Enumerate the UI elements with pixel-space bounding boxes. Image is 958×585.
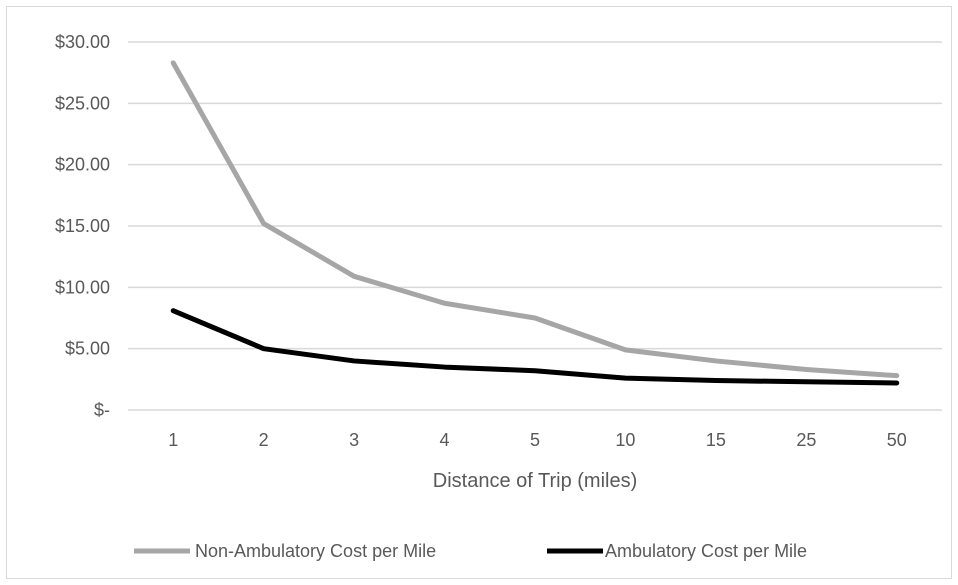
y-tick-label: $20.00 bbox=[55, 155, 110, 175]
y-tick-label: $25.00 bbox=[55, 93, 110, 113]
y-tick-label: $15.00 bbox=[55, 216, 110, 236]
y-tick-label: $30.00 bbox=[55, 32, 110, 52]
gridlines bbox=[128, 41, 942, 411]
y-tick-label: $- bbox=[94, 400, 110, 420]
x-tick-label: 3 bbox=[349, 430, 359, 450]
legend-label: Ambulatory Cost per Mile bbox=[605, 541, 807, 561]
x-axis-tick-labels: 1 2 3 4 5 10 15 25 50 bbox=[168, 430, 907, 450]
series-lines bbox=[170, 60, 900, 386]
series-line-non-ambulatory bbox=[170, 60, 900, 379]
x-tick-label: 15 bbox=[706, 430, 726, 450]
x-axis-title: Distance of Trip (miles) bbox=[433, 470, 638, 492]
x-tick-label: 5 bbox=[530, 430, 540, 450]
x-tick-label: 50 bbox=[887, 430, 907, 450]
series-line-ambulatory bbox=[170, 308, 900, 386]
legend: Non-Ambulatory Cost per Mile Ambulatory C… bbox=[134, 541, 807, 561]
y-tick-label: $5.00 bbox=[65, 339, 110, 359]
x-tick-label: 4 bbox=[440, 430, 450, 450]
chart-frame bbox=[6, 6, 952, 579]
x-tick-label: 25 bbox=[796, 430, 816, 450]
y-tick-label: $10.00 bbox=[55, 277, 110, 297]
y-axis-tick-labels: $- $5.00 $10.00 $15.00 $20.00 $25.00 $30.00 bbox=[55, 32, 110, 420]
legend-label: Non-Ambulatory Cost per Mile bbox=[195, 541, 436, 561]
x-tick-label: 1 bbox=[168, 430, 178, 450]
x-tick-label: 10 bbox=[615, 430, 635, 450]
x-tick-label: 2 bbox=[259, 430, 269, 450]
